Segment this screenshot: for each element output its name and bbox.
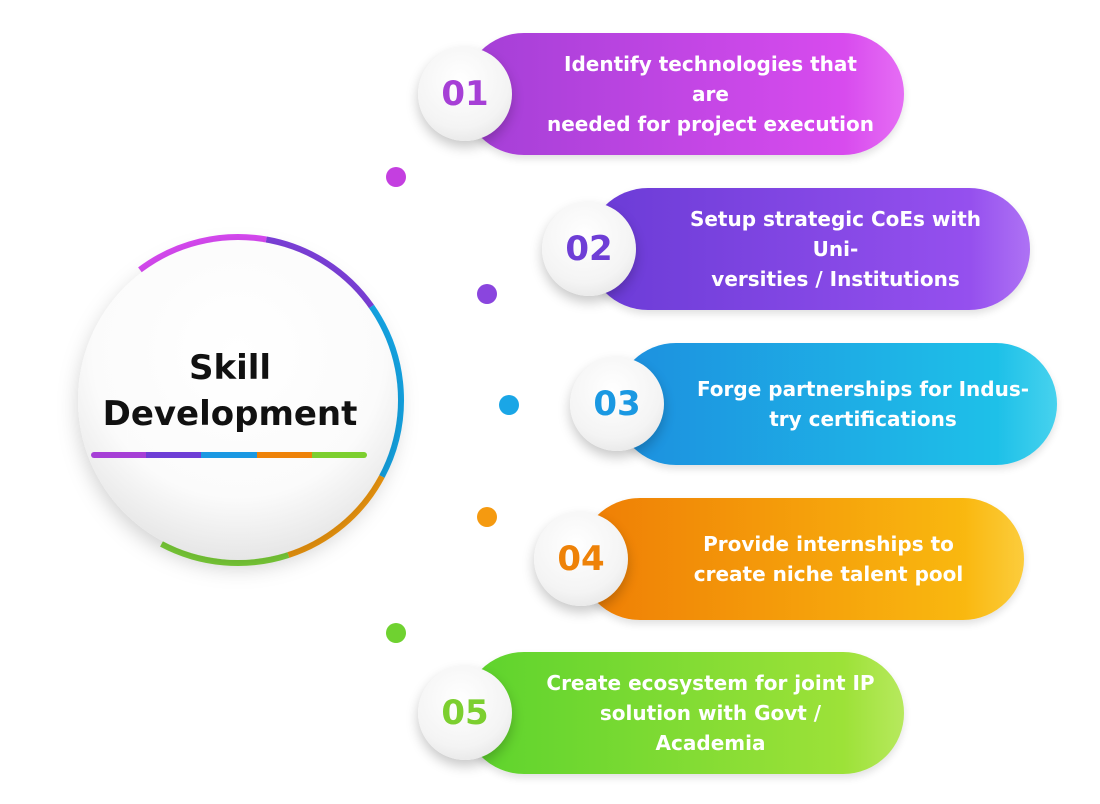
hub-title: Skill Development <box>80 345 380 437</box>
hub-arc-segment <box>160 532 290 566</box>
step-04: Provide internships to create niche tale… <box>534 498 1024 620</box>
step-pill: Setup strategic CoEs with Uni- versities… <box>587 188 1030 310</box>
underline-segment <box>201 452 257 458</box>
hub-arc-segment <box>263 236 374 315</box>
connector-dot-2 <box>477 284 497 304</box>
step-number-badge: 03 <box>570 357 664 451</box>
step-text: Forge partnerships for Indus- try certif… <box>695 343 1031 465</box>
step-pill: Forge partnerships for Indus- try certif… <box>615 343 1057 465</box>
hub-arc-segment <box>284 470 385 558</box>
underline-segment <box>146 452 202 458</box>
step-number-badge: 05 <box>418 666 512 760</box>
step-text-line1: Forge partnerships for Indus- <box>696 377 1030 401</box>
underline-segment <box>91 452 147 458</box>
step-text: Create ecosystem for joint IP solution w… <box>543 652 878 774</box>
step-number-badge: 04 <box>534 512 628 606</box>
connector-dot-3 <box>499 395 519 415</box>
step-pill: Provide internships to create niche tale… <box>579 498 1024 620</box>
hub-title-line2: Development <box>102 394 358 434</box>
step-text-line2: needed for project execution <box>546 112 875 136</box>
step-text-line1: Setup strategic CoEs with Uni- <box>689 207 982 261</box>
step-text-line1: Provide internships to <box>703 532 954 556</box>
step-02: Setup strategic CoEs with Uni- versities… <box>542 188 1030 310</box>
step-pill: Identify technologies that are needed fo… <box>463 33 904 155</box>
connector-dot-5 <box>386 623 406 643</box>
hub-title-line1: Skill <box>188 348 272 388</box>
hub-arc-segment <box>138 234 267 281</box>
step-text-line2: create niche talent pool <box>693 562 964 586</box>
underline-segment <box>311 452 367 458</box>
step-text: Provide internships to create niche tale… <box>659 498 998 620</box>
step-text-line2: try certifications <box>769 407 957 431</box>
connector-dot-1 <box>386 167 406 187</box>
step-text-line1: Identify technologies that are <box>564 52 857 106</box>
step-pill: Create ecosystem for joint IP solution w… <box>463 652 904 774</box>
step-number-badge: 02 <box>542 202 636 296</box>
step-text: Identify technologies that are needed fo… <box>543 33 878 155</box>
hub-underline <box>91 452 367 458</box>
underline-segment <box>256 452 312 458</box>
step-05: Create ecosystem for joint IP solution w… <box>418 652 904 774</box>
step-text-line1: Create ecosystem for joint IP <box>546 671 875 695</box>
step-text-line2: solution with Govt / Academia <box>599 701 822 755</box>
step-03: Forge partnerships for Indus- try certif… <box>570 343 1057 465</box>
step-number-badge: 01 <box>418 47 512 141</box>
step-text: Setup strategic CoEs with Uni- versities… <box>667 188 1004 310</box>
connector-dot-4 <box>477 507 497 527</box>
step-text-line2: versities / Institutions <box>711 267 960 291</box>
step-01: Identify technologies that are needed fo… <box>418 33 904 155</box>
